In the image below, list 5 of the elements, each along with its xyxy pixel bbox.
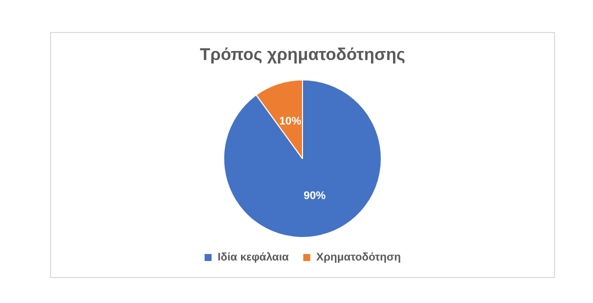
chart-title: Τρόπος χρηματοδότησης <box>200 44 406 64</box>
legend-label: Χρηματοδότηση <box>316 252 402 264</box>
legend-label: Ιδία κεφάλαια <box>218 252 289 264</box>
data-label: 90% <box>304 190 326 202</box>
data-label: 10% <box>279 115 302 128</box>
